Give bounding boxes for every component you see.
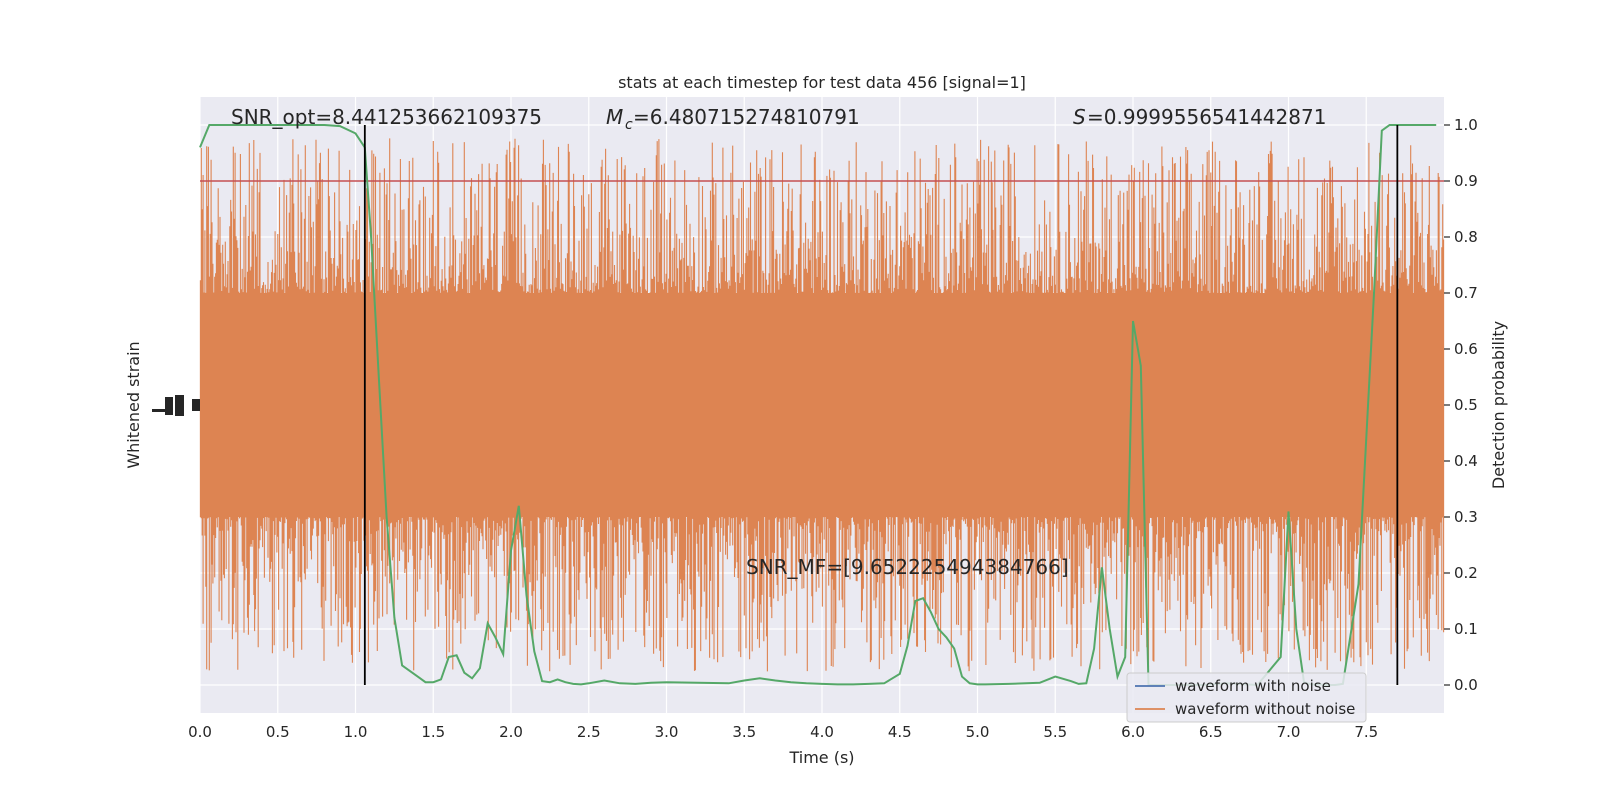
x-tick-label: 6.0 bbox=[1121, 723, 1145, 741]
x-tick-label: 2.5 bbox=[577, 723, 601, 741]
svg-text:=6.480715274810791: =6.480715274810791 bbox=[633, 105, 860, 129]
s-annotation: S =0.9999556541442871 bbox=[1073, 105, 1326, 129]
y-tick-label: 0.4 bbox=[1454, 452, 1478, 470]
chirp-mass-annotation: M c =6.480715274810791 bbox=[606, 105, 860, 133]
x-tick-label: 4.0 bbox=[810, 723, 834, 741]
snr-mf-annotation: SNR_MF=[9.652225494384766] bbox=[746, 555, 1069, 579]
right-y-axis-label: Detection probability bbox=[1489, 321, 1508, 489]
x-tick-label: 7.0 bbox=[1277, 723, 1301, 741]
svg-text:M: M bbox=[606, 105, 623, 129]
x-tick-label: 5.5 bbox=[1043, 723, 1067, 741]
y-tick-label: 0.0 bbox=[1454, 676, 1478, 694]
x-tick-label: 3.0 bbox=[655, 723, 679, 741]
left-y-axis-label: Whitened strain bbox=[124, 341, 143, 468]
svg-text:=0.9999556541442871: =0.9999556541442871 bbox=[1087, 105, 1326, 129]
y-tick-label: 0.6 bbox=[1454, 340, 1478, 358]
x-tick-label: 4.5 bbox=[888, 723, 912, 741]
event-markers bbox=[363, 125, 1399, 685]
left-axis-ticks-collapsed bbox=[152, 395, 200, 416]
x-tick-label: 6.5 bbox=[1199, 723, 1223, 741]
chart-title: stats at each timestep for test data 456… bbox=[618, 73, 1026, 92]
y-tick-label: 0.7 bbox=[1454, 284, 1478, 302]
x-tick-label: 2.0 bbox=[499, 723, 523, 741]
x-axis-label: Time (s) bbox=[788, 748, 854, 767]
x-tick-label: 1.0 bbox=[344, 723, 368, 741]
strain-trace bbox=[199, 138, 1445, 672]
y-tick-label: 0.2 bbox=[1454, 564, 1478, 582]
x-tick-label: 5.0 bbox=[966, 723, 990, 741]
x-tick-label: 7.5 bbox=[1354, 723, 1378, 741]
x-tick-label: 0.0 bbox=[188, 723, 212, 741]
y-tick-label: 0.9 bbox=[1454, 172, 1478, 190]
svg-text:c: c bbox=[625, 117, 633, 133]
y-tick-label: 0.5 bbox=[1454, 396, 1478, 414]
strain-spikes bbox=[199, 138, 1445, 672]
x-tick-label: 0.5 bbox=[266, 723, 290, 741]
x-tick-label: 1.5 bbox=[421, 723, 445, 741]
svg-text:S: S bbox=[1073, 105, 1086, 129]
legend: waveform with noise waveform without noi… bbox=[1126, 672, 1367, 723]
y-tick-label: 0.3 bbox=[1454, 508, 1478, 526]
y-ticks-right: 0.0 0.1 0.2 0.3 0.4 0.5 0.6 0.7 0.8 0.9 1.0 bbox=[1444, 116, 1478, 694]
legend-label-clean: waveform without noise bbox=[1175, 700, 1355, 718]
x-tick-label: 3.5 bbox=[732, 723, 756, 741]
snr-opt-annotation: SNR_opt=8.441253662109375 bbox=[231, 105, 542, 129]
x-ticks: 0.0 0.5 1.0 1.5 2.0 2.5 3.0 3.5 4.0 4.5 5.0 5.5 6.0 6… bbox=[188, 723, 1378, 741]
y-tick-label: 0.8 bbox=[1454, 228, 1478, 246]
legend-label-noise: waveform with noise bbox=[1175, 677, 1331, 695]
y-tick-label: 0.1 bbox=[1454, 620, 1478, 638]
y-tick-label: 1.0 bbox=[1454, 116, 1478, 134]
